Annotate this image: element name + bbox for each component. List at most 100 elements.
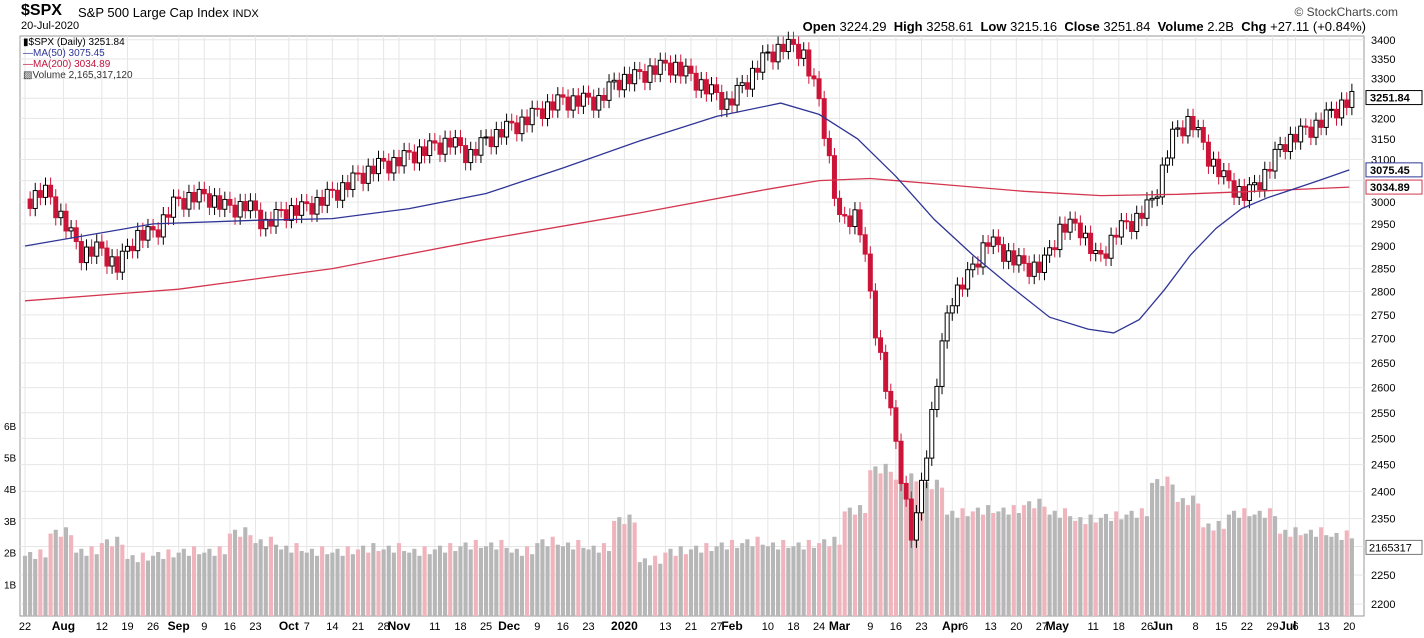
y-tick-label: 2350 bbox=[1371, 514, 1395, 526]
volume-bar bbox=[1247, 516, 1252, 616]
candle-body bbox=[165, 214, 171, 218]
volume-bar bbox=[166, 549, 171, 616]
volume-bar bbox=[1042, 506, 1047, 616]
volume-bar bbox=[335, 548, 340, 616]
x-tick-label: 16 bbox=[890, 621, 902, 633]
candle-body bbox=[714, 84, 720, 94]
candle-body bbox=[140, 229, 146, 241]
candle-body bbox=[785, 38, 791, 53]
candle-body bbox=[657, 59, 663, 75]
candle-body bbox=[498, 129, 504, 138]
volume-bar bbox=[996, 511, 1001, 616]
volume-bar bbox=[858, 505, 863, 616]
ma200-tag-box bbox=[1365, 179, 1423, 195]
volume-bar bbox=[1257, 510, 1262, 616]
candle-body bbox=[478, 137, 484, 156]
candle-body bbox=[908, 498, 914, 541]
volume-bar bbox=[950, 510, 955, 616]
volume-bar bbox=[1032, 508, 1037, 616]
candle-body bbox=[842, 214, 848, 217]
x-tick-label: 26 bbox=[1141, 621, 1153, 633]
volume-bar bbox=[391, 552, 396, 616]
volume-bar bbox=[94, 554, 99, 616]
volume-bar bbox=[842, 511, 847, 616]
candle-body bbox=[58, 210, 64, 219]
volume-bar bbox=[980, 514, 986, 616]
y-tick-label: 3300 bbox=[1371, 74, 1395, 86]
candle-body bbox=[744, 82, 750, 90]
candle-body bbox=[176, 196, 182, 200]
volume-bar bbox=[314, 555, 320, 616]
candle-body bbox=[509, 120, 515, 124]
candle-body bbox=[1011, 250, 1017, 266]
candle-body bbox=[806, 49, 812, 77]
volume-bar bbox=[868, 470, 873, 616]
volume-bar bbox=[1349, 538, 1354, 616]
chg-label: Chg bbox=[1241, 19, 1267, 34]
candle-body bbox=[37, 190, 43, 198]
x-tick-label: 6 bbox=[962, 621, 968, 633]
volume-bar bbox=[612, 520, 617, 616]
volume-bar bbox=[1303, 533, 1308, 616]
volume-bar bbox=[299, 551, 304, 616]
volume-bar bbox=[120, 544, 125, 616]
x-tick-label: 18 bbox=[787, 621, 799, 633]
volume-bar bbox=[883, 463, 888, 616]
candle-body bbox=[1088, 232, 1094, 254]
candle-body bbox=[391, 157, 397, 174]
x-tick-label: Jul bbox=[1279, 619, 1296, 633]
candle-body bbox=[539, 108, 545, 119]
volume-bar bbox=[74, 552, 79, 616]
candle-body bbox=[135, 229, 141, 252]
volume-bar bbox=[898, 475, 904, 616]
volume-bar bbox=[273, 544, 279, 616]
candle-body bbox=[1318, 119, 1324, 128]
x-tick-label: 16 bbox=[224, 621, 236, 633]
volume-bar bbox=[535, 543, 540, 616]
volume-bar bbox=[135, 562, 140, 616]
x-tick-label: 18 bbox=[1113, 621, 1125, 633]
brand-logo: © StockCharts.com bbox=[1294, 5, 1398, 19]
candle-body bbox=[1077, 222, 1083, 239]
volume-bar bbox=[668, 548, 673, 616]
volume-bar bbox=[22, 555, 28, 616]
volume-bar bbox=[986, 505, 991, 616]
candle-body bbox=[1216, 158, 1222, 178]
candle-body bbox=[314, 196, 320, 215]
volume-bar bbox=[970, 511, 975, 616]
volume-bar bbox=[1011, 505, 1016, 616]
candle-body bbox=[970, 263, 976, 271]
candle-body bbox=[1118, 220, 1124, 238]
volume-bar bbox=[1119, 519, 1124, 616]
volume-bar bbox=[1114, 511, 1119, 616]
volume-bar bbox=[504, 547, 509, 616]
x-tick-label: 9 bbox=[201, 621, 207, 633]
candle-body bbox=[1272, 148, 1278, 172]
candle-body bbox=[913, 512, 919, 541]
candle-body bbox=[1123, 220, 1129, 223]
candle-body bbox=[442, 137, 448, 155]
candle-body bbox=[560, 94, 566, 98]
candle-body bbox=[283, 209, 289, 221]
candle-body bbox=[642, 71, 648, 83]
candle-body bbox=[1287, 133, 1293, 153]
candle-body bbox=[862, 234, 868, 255]
candle-body bbox=[416, 146, 422, 164]
volume-bar bbox=[227, 533, 232, 616]
volume-bar bbox=[350, 554, 355, 616]
volume-bar bbox=[320, 546, 325, 616]
candle-body bbox=[960, 284, 966, 290]
volume-bar bbox=[555, 544, 560, 616]
candle-body bbox=[32, 190, 38, 209]
y-tick-label: 2250 bbox=[1371, 570, 1395, 582]
legend-ma50: —MA(50) 3075.45 bbox=[23, 48, 105, 59]
volume-bar bbox=[699, 552, 704, 616]
volume-bar bbox=[396, 543, 402, 616]
candle-body bbox=[73, 227, 79, 243]
candle-body bbox=[78, 241, 84, 264]
volume-bar bbox=[1052, 510, 1057, 616]
candle-body bbox=[119, 250, 125, 273]
volume-bar bbox=[596, 552, 601, 616]
index-name-text: S&P 500 Large Cap Index bbox=[78, 5, 229, 20]
candle-body bbox=[355, 172, 361, 175]
